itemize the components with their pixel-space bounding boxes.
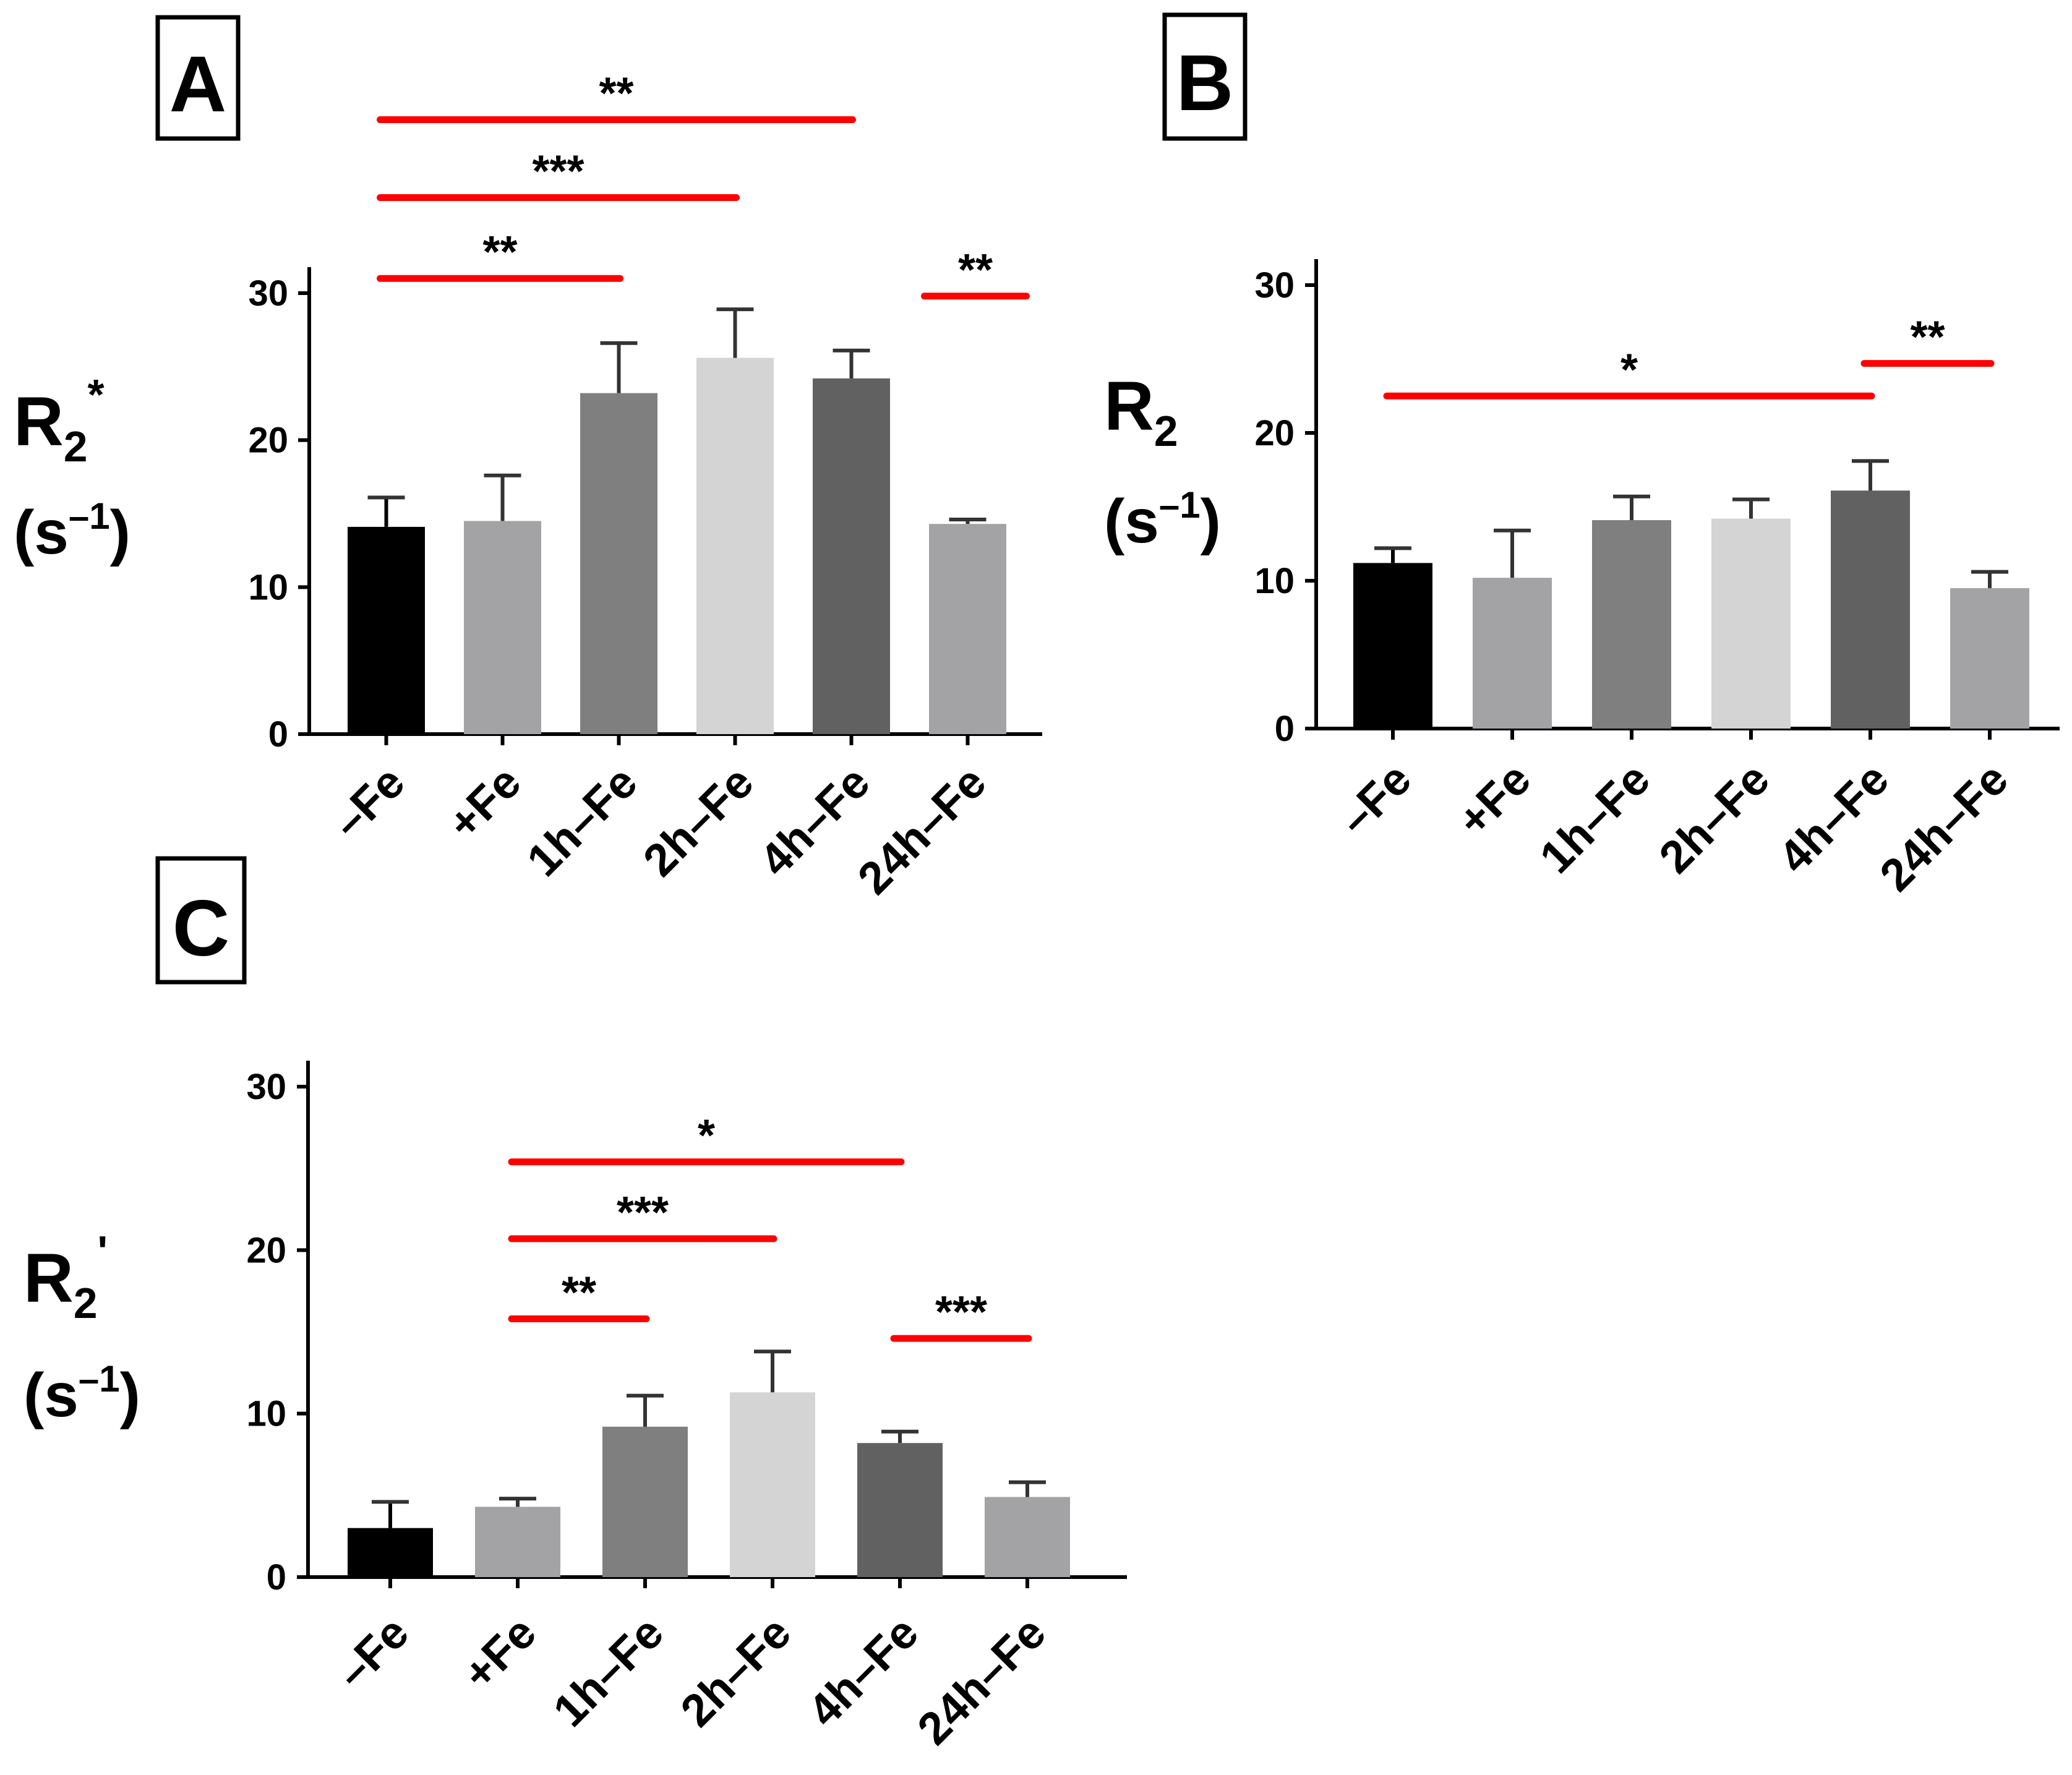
significance-label: ** bbox=[1910, 313, 1945, 362]
y-axis-unit-base: (s bbox=[14, 498, 69, 567]
bar bbox=[1950, 588, 2029, 729]
bar bbox=[580, 393, 657, 734]
bar bbox=[730, 1392, 815, 1577]
y-axis-unit-exponent: –1 bbox=[1159, 484, 1201, 526]
x-tick-label: –Fe bbox=[322, 756, 414, 849]
x-tick-label: 24h–Fe bbox=[848, 756, 996, 904]
x-tick-label: 1h–Fe bbox=[517, 756, 647, 886]
bar bbox=[464, 521, 541, 734]
bar bbox=[1592, 520, 1671, 729]
x-tick-label: –Fe bbox=[1329, 753, 1421, 845]
significance-label: ** bbox=[599, 69, 633, 119]
x-tick-label: 1h–Fe bbox=[543, 1607, 673, 1737]
bar bbox=[1473, 578, 1552, 729]
x-tick-label: 2h–Fe bbox=[633, 756, 763, 886]
y-axis-unit-close: ) bbox=[1201, 487, 1221, 556]
bar bbox=[696, 357, 774, 734]
bar bbox=[348, 526, 425, 734]
y-axis-title-superscript: ' bbox=[98, 1227, 108, 1275]
y-axis-title-main: R bbox=[14, 383, 64, 460]
bar bbox=[929, 524, 1006, 734]
x-tick-label: –Fe bbox=[326, 1607, 418, 1699]
bar bbox=[857, 1443, 943, 1577]
significance-label: *** bbox=[935, 1288, 987, 1337]
y-axis-unit-close: ) bbox=[110, 498, 131, 567]
y-tick-label: 0 bbox=[267, 1557, 286, 1598]
x-tick-label: +Fe bbox=[1447, 753, 1540, 846]
bar bbox=[602, 1426, 688, 1577]
x-tick-label: 1h–Fe bbox=[1530, 753, 1659, 883]
y-axis-title-subscript: 2 bbox=[74, 1279, 98, 1327]
y-tick-label: 10 bbox=[248, 567, 288, 607]
panel-label-box bbox=[155, 15, 241, 141]
y-tick-label: 20 bbox=[246, 1230, 286, 1270]
y-tick-label: 10 bbox=[246, 1394, 286, 1434]
y-tick-label: 20 bbox=[1254, 413, 1295, 453]
y-axis-title-main: R bbox=[24, 1239, 74, 1317]
significance-label: ** bbox=[958, 246, 993, 295]
significance-label: ** bbox=[562, 1268, 596, 1317]
y-axis-unit: (s–1) bbox=[14, 495, 131, 567]
y-axis-unit-close: ) bbox=[120, 1361, 140, 1430]
panel-label-box bbox=[155, 856, 247, 985]
bar bbox=[1831, 490, 1910, 729]
y-axis-unit-base: (s bbox=[24, 1361, 79, 1430]
significance-label: * bbox=[698, 1111, 715, 1161]
y-tick-label: 20 bbox=[248, 421, 288, 461]
y-axis-title-main: R bbox=[1104, 367, 1154, 445]
x-tick-label: +Fe bbox=[437, 756, 530, 849]
y-axis-title-superscript: * bbox=[88, 370, 105, 419]
x-tick-label: +Fe bbox=[453, 1607, 546, 1700]
bar bbox=[1353, 563, 1432, 729]
y-tick-label: 0 bbox=[1275, 709, 1295, 749]
bar bbox=[1711, 518, 1791, 729]
y-axis-title: R2' bbox=[24, 1227, 108, 1327]
significance-label: *** bbox=[532, 147, 584, 197]
panel-label: C bbox=[173, 884, 229, 973]
y-axis-title: R2* bbox=[14, 370, 105, 471]
y-tick-label: 0 bbox=[268, 714, 288, 755]
y-tick-label: 30 bbox=[248, 273, 288, 314]
y-tick-label: 30 bbox=[1254, 265, 1295, 306]
bar bbox=[813, 378, 890, 734]
y-tick-label: 10 bbox=[1254, 561, 1295, 601]
x-tick-label: 2h–Fe bbox=[1649, 753, 1779, 883]
y-axis-unit-exponent: –1 bbox=[69, 495, 110, 537]
x-tick-label: 2h–Fe bbox=[670, 1607, 800, 1737]
x-tick-label: 24h–Fe bbox=[907, 1607, 1055, 1755]
y-axis-unit: (s–1) bbox=[1104, 484, 1221, 556]
significance-label: ** bbox=[482, 228, 517, 277]
x-tick-label: 24h–Fe bbox=[1870, 753, 2018, 901]
bar bbox=[985, 1497, 1070, 1577]
y-axis-title: R2 bbox=[1104, 367, 1178, 455]
significance-label: * bbox=[1620, 345, 1638, 395]
bar bbox=[348, 1528, 433, 1577]
panel-label: B bbox=[1176, 39, 1233, 127]
y-axis-unit-base: (s bbox=[1104, 487, 1159, 556]
y-axis-unit: (s–1) bbox=[24, 1358, 140, 1430]
panel-label: A bbox=[169, 40, 226, 129]
significance-label: *** bbox=[617, 1188, 669, 1238]
y-tick-label: 30 bbox=[246, 1067, 286, 1107]
y-axis-unit-exponent: –1 bbox=[79, 1358, 120, 1400]
bar bbox=[475, 1507, 560, 1577]
y-axis-title-subscript: 2 bbox=[64, 422, 88, 471]
y-axis-title-subscript: 2 bbox=[1154, 407, 1178, 455]
panel-label-box bbox=[1162, 12, 1248, 141]
